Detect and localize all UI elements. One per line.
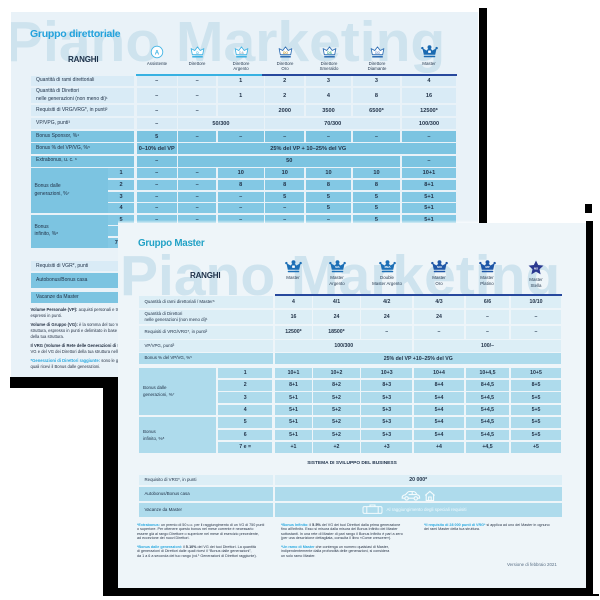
svg-text:DS: DS [327,51,332,55]
svg-text:DO: DO [283,51,288,55]
svg-text:MP: MP [485,265,489,269]
svg-text:2MA: 2MA [384,265,390,269]
svg-text:MA: MA [335,265,339,269]
svg-text:D: D [196,51,199,55]
svg-text:MS: MS [534,266,538,270]
svg-text:MO: MO [437,265,442,269]
svg-text:A: A [155,49,160,56]
svg-text:DA: DA [239,51,244,55]
svg-text:DD: DD [375,51,380,55]
